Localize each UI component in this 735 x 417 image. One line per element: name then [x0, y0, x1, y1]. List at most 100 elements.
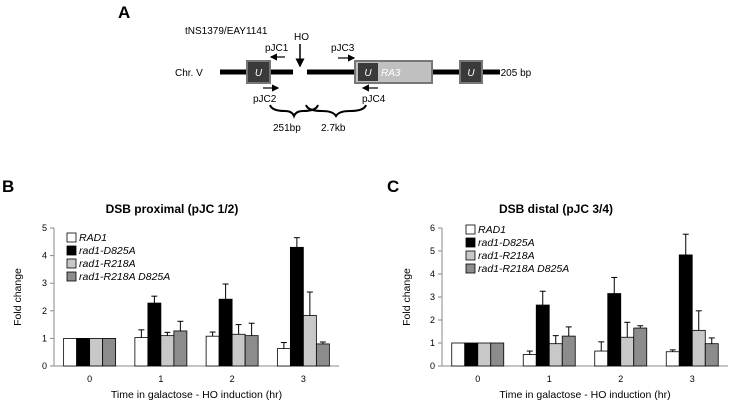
legend-label: RAD1	[478, 224, 506, 236]
legend-swatch	[66, 271, 77, 282]
y-axis-title: Fold change	[12, 268, 24, 326]
legend-swatch	[66, 232, 77, 243]
bar	[490, 342, 505, 367]
chart-title: DSB distal (pJC 3/4)	[499, 202, 613, 216]
x-axis-title: Time in galactose - HO induction (hr)	[111, 389, 282, 401]
u-box-left	[246, 60, 271, 84]
distance-251bp: 251bp	[273, 123, 301, 134]
bar	[620, 336, 635, 367]
x-tick-label: 1	[158, 374, 163, 384]
y-tick-label: 0	[430, 361, 435, 371]
x-tick-label: 2	[618, 374, 623, 384]
bar	[289, 246, 304, 367]
x-tick-label: 1	[547, 374, 552, 384]
legend-swatch	[66, 258, 77, 269]
legend-label: rad1-D825A	[79, 245, 136, 257]
y-tick-label: 2	[42, 306, 47, 316]
x-axis-title: Time in galactose - HO induction (hr)	[499, 389, 670, 401]
y-axis-title: Fold change	[401, 268, 413, 326]
bar	[691, 329, 706, 367]
bar	[302, 315, 317, 367]
y-tick-label: 1	[42, 333, 47, 343]
u-box-inner-label: U	[364, 68, 372, 79]
legend-swatch	[465, 263, 476, 274]
legend-swatch	[66, 245, 77, 256]
y-tick-label: 4	[430, 269, 435, 279]
y-tick-label: 1	[430, 338, 435, 348]
y-tick-label: 2	[430, 315, 435, 325]
y-tick-label: 5	[430, 246, 435, 256]
bar	[76, 337, 91, 367]
bar	[160, 335, 175, 367]
panel-a: A tNS1379/EAY1141 Chr. V U U RA3 U = 205…	[118, 3, 532, 134]
legend-label: rad1-R218A	[478, 250, 535, 262]
panel-c-letter: C	[387, 177, 399, 196]
y-tick-label: 3	[430, 292, 435, 302]
legend-label: rad1-R218A D825A	[79, 271, 170, 283]
chart-title: DSB proximal (pJC 1/2)	[106, 202, 239, 216]
bar	[594, 350, 609, 367]
u-box-inner	[358, 63, 378, 81]
x-tick-label: 3	[690, 374, 695, 384]
scale-note: = 205 bp	[492, 68, 532, 79]
x-tick-label: 0	[475, 374, 480, 384]
y-tick-label: 5	[42, 223, 47, 233]
bar	[678, 254, 693, 367]
bar	[244, 335, 259, 367]
bar	[231, 333, 246, 367]
legend-label: rad1-R218A D825A	[478, 263, 569, 275]
brace-2-7kb	[305, 104, 367, 118]
x-tick-label: 2	[230, 374, 235, 384]
y-tick-label: 4	[42, 251, 47, 261]
bar	[665, 351, 680, 367]
legend-label: RAD1	[79, 232, 107, 244]
bar	[102, 337, 117, 367]
bar	[548, 343, 563, 367]
legend-label: rad1-D825A	[478, 237, 535, 249]
strain-label: tNS1379/EAY1141	[185, 26, 268, 37]
panel-b-letter: B	[2, 177, 14, 196]
bar	[633, 327, 648, 367]
bar	[147, 302, 162, 367]
u-box-legend-label: U	[467, 68, 475, 79]
y-tick-label: 6	[430, 223, 435, 233]
chart-dsb-distal: DSB distal (pJC 3/4) 0 1 2 3 4 5 6 Fold change 0 1…	[401, 202, 728, 401]
bar	[276, 348, 291, 367]
bar	[561, 335, 576, 367]
bar	[477, 342, 492, 367]
chromosome-label: Chr. V	[175, 68, 203, 79]
distance-2-7kb: 2.7kb	[321, 123, 346, 134]
legend-swatch	[465, 224, 476, 235]
ho-label: HO	[294, 32, 309, 43]
x-tick-label: 3	[301, 374, 306, 384]
primer-pjc3-label: pJC3	[331, 43, 355, 54]
bar	[451, 342, 466, 367]
bar	[63, 337, 78, 367]
u-box-legend	[459, 60, 483, 84]
bar	[89, 337, 104, 367]
ra3-label: RA3	[381, 68, 401, 79]
primer-pjc2-label: pJC2	[253, 94, 277, 105]
bar	[218, 298, 233, 367]
x-tick-label: 0	[87, 374, 92, 384]
panel-a-letter: A	[118, 3, 130, 22]
y-tick-label: 0	[42, 361, 47, 371]
primer-pjc4-label: pJC4	[362, 94, 386, 105]
bar	[315, 343, 330, 367]
bar	[607, 293, 622, 367]
brace-251bp	[269, 104, 319, 119]
bar	[704, 343, 719, 367]
bar	[173, 330, 188, 367]
y-tick-label: 3	[42, 278, 47, 288]
u-box-left-label: U	[255, 68, 263, 79]
bar	[464, 342, 479, 367]
bar	[134, 337, 149, 367]
bar	[535, 304, 550, 367]
legend-swatch	[465, 250, 476, 261]
legend-label: rad1-R218A	[79, 258, 136, 270]
legend-swatch	[465, 237, 476, 248]
chart-dsb-proximal: DSB proximal (pJC 1/2) 0 1 2 3 4 5 Fold change 0…	[12, 202, 339, 401]
primer-pjc1-label: pJC1	[265, 43, 289, 54]
bar	[522, 354, 537, 367]
